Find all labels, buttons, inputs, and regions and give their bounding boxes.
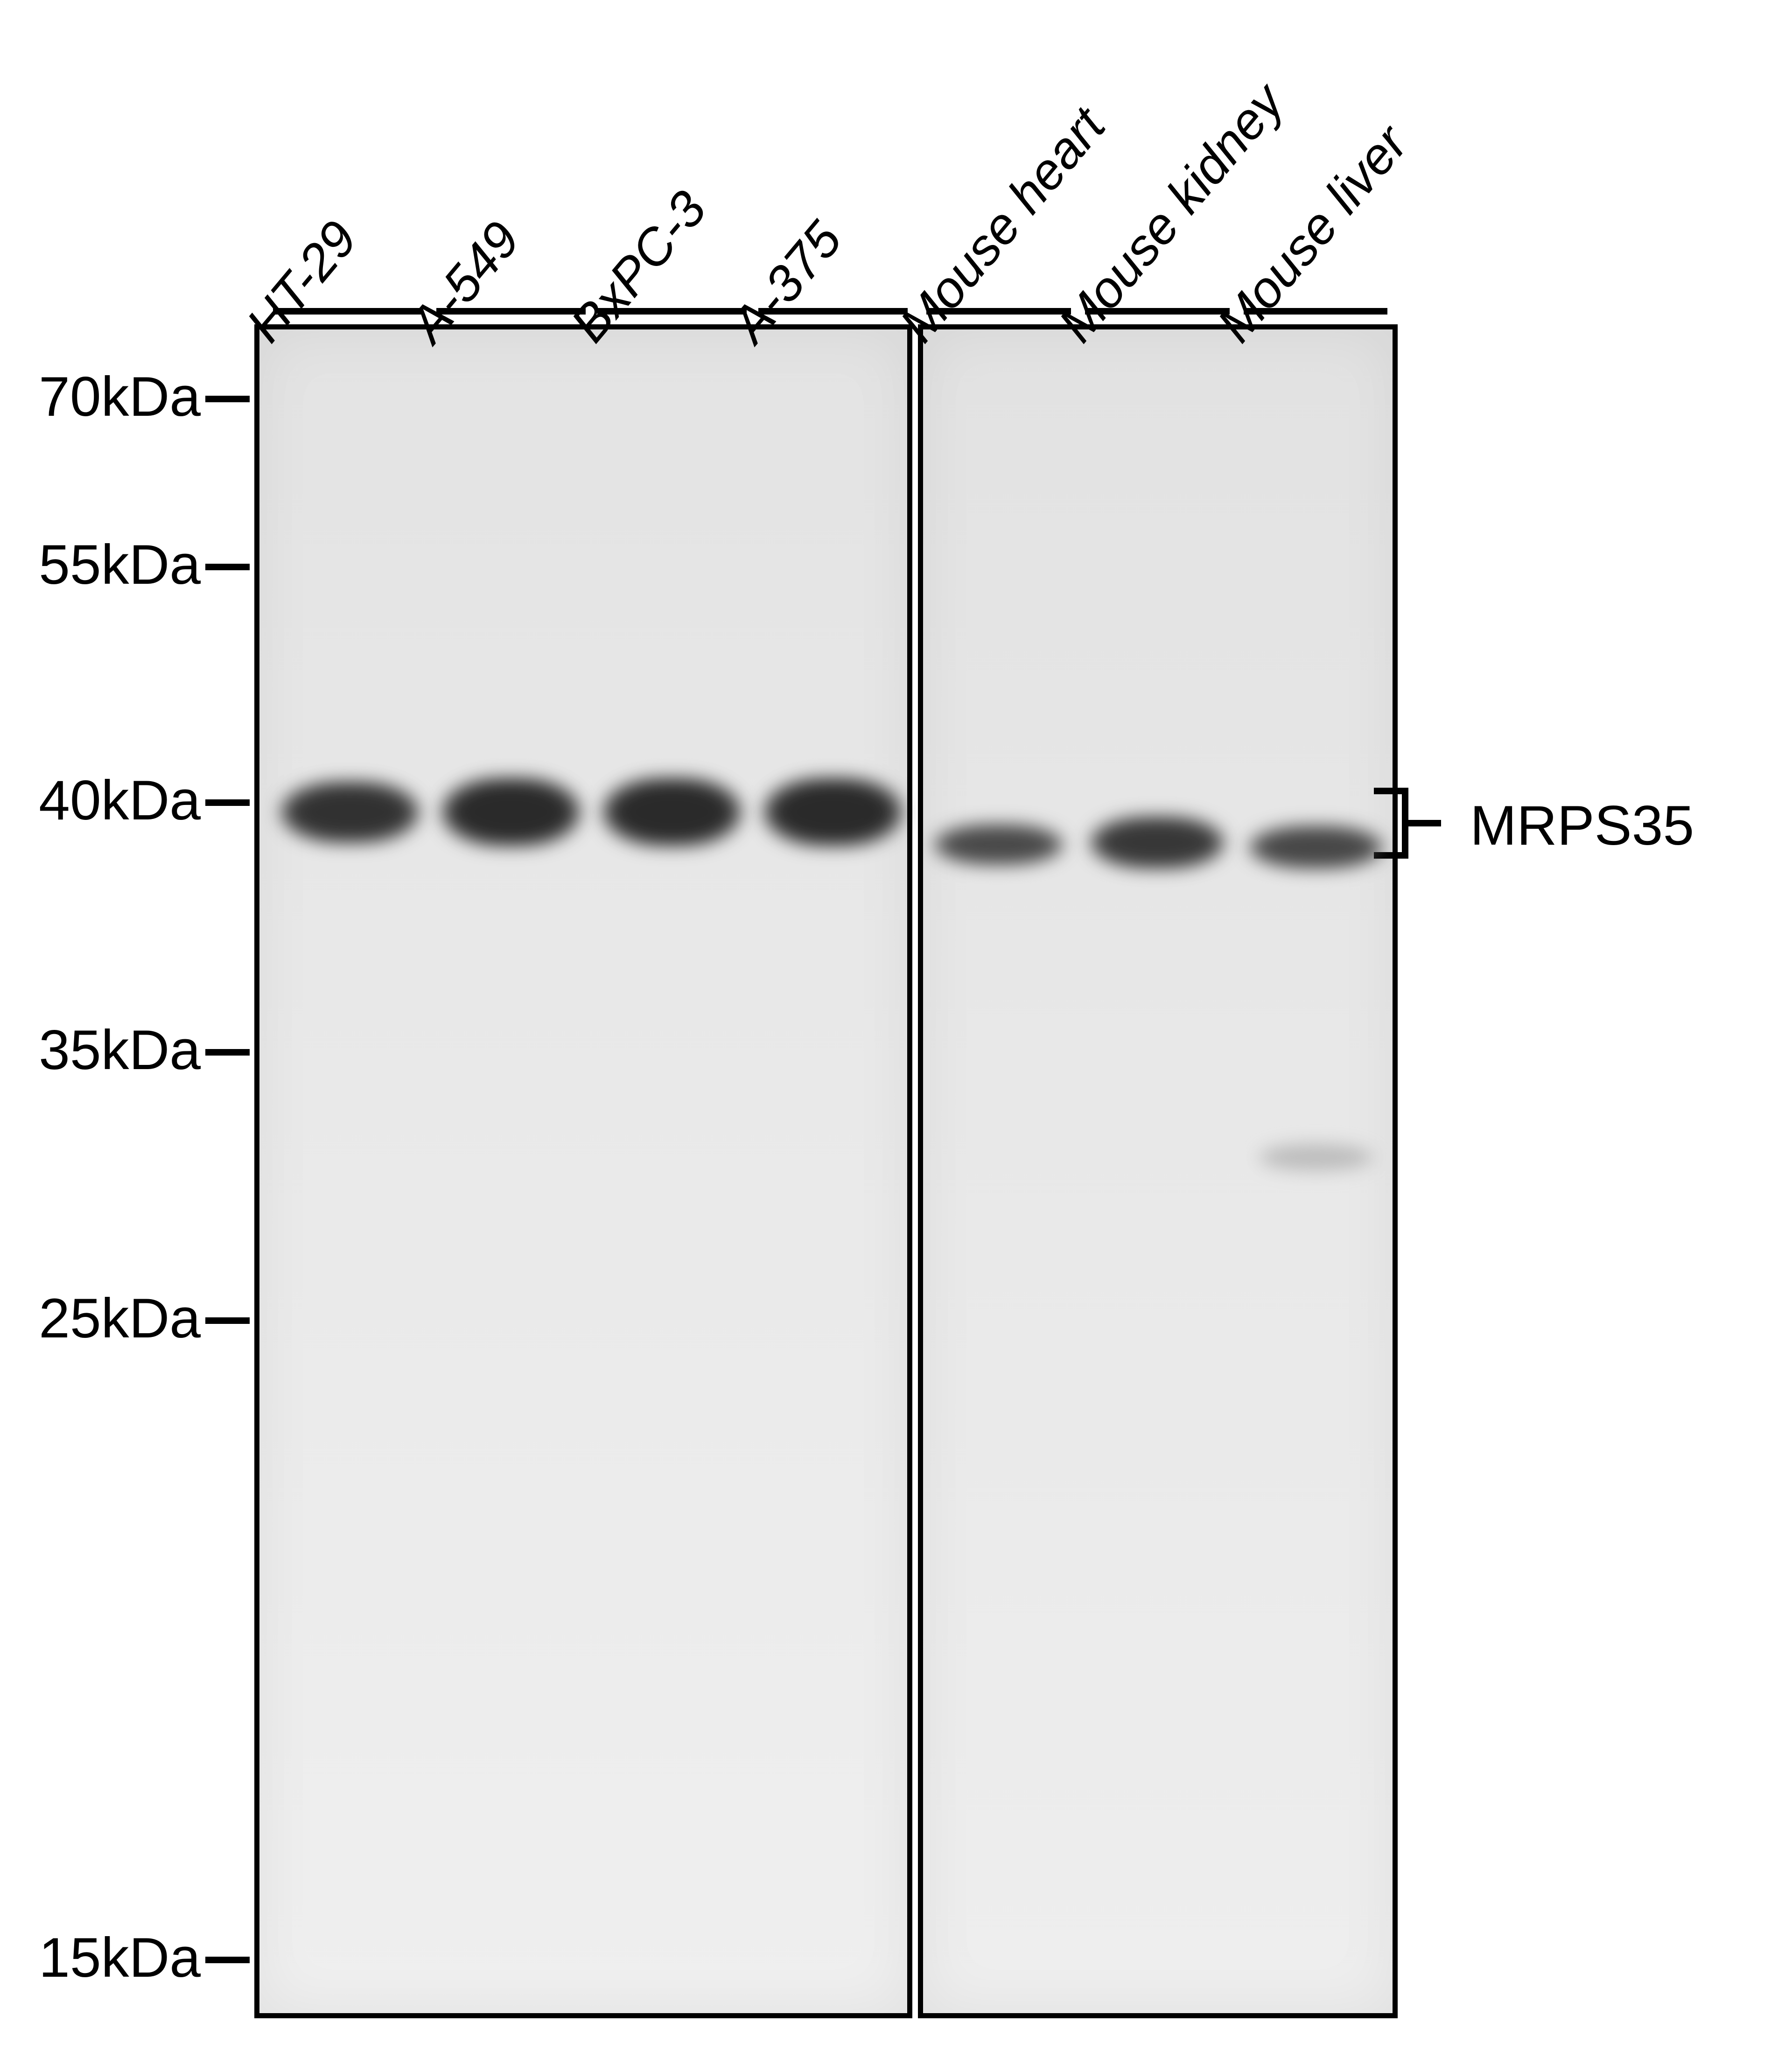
mw-label-25kDa: 25kDa [0, 1286, 201, 1350]
band-Mouse-kidney-5 [1090, 816, 1225, 869]
mw-label-15kDa: 15kDa [0, 1925, 201, 1990]
mw-label-70kDa: 70kDa [0, 364, 201, 429]
mw-tick-55kDa [205, 564, 250, 570]
band-bracket [1402, 788, 1463, 859]
band-Mouse-liver-7 [1258, 1143, 1374, 1171]
gel-panel-right [918, 324, 1398, 2018]
bracket-stem [1408, 820, 1441, 826]
bracket-vertical [1402, 788, 1408, 859]
mw-label-40kDa: 40kDa [0, 768, 201, 833]
band-Mouse-liver-6 [1248, 825, 1384, 869]
lane-underline-Mouse-liver [1244, 308, 1387, 315]
mw-tick-40kDa [205, 799, 250, 806]
bracket-arm-top [1374, 788, 1402, 794]
band-HT-29-0 [280, 781, 420, 844]
mw-tick-70kDa [205, 396, 250, 402]
lane-underline-A-375 [758, 308, 908, 315]
gel-panel-left [254, 324, 912, 2018]
mw-label-55kDa: 55kDa [0, 532, 201, 597]
mw-tick-25kDa [205, 1317, 250, 1324]
western-blot-figure: HT-29A-549BxPC-3A-375Mouse heartMouse ki… [0, 0, 1792, 2057]
protein-label: MRPS35 [1470, 793, 1694, 858]
band-BxPC-3-2 [602, 777, 742, 847]
mw-tick-35kDa [205, 1049, 250, 1056]
band-A-375-3 [763, 777, 903, 847]
band-Mouse-heart-4 [933, 824, 1064, 866]
band-A-549-1 [441, 777, 581, 847]
mw-label-35kDa: 35kDa [0, 1018, 201, 1082]
mw-tick-15kDa [205, 1957, 250, 1963]
